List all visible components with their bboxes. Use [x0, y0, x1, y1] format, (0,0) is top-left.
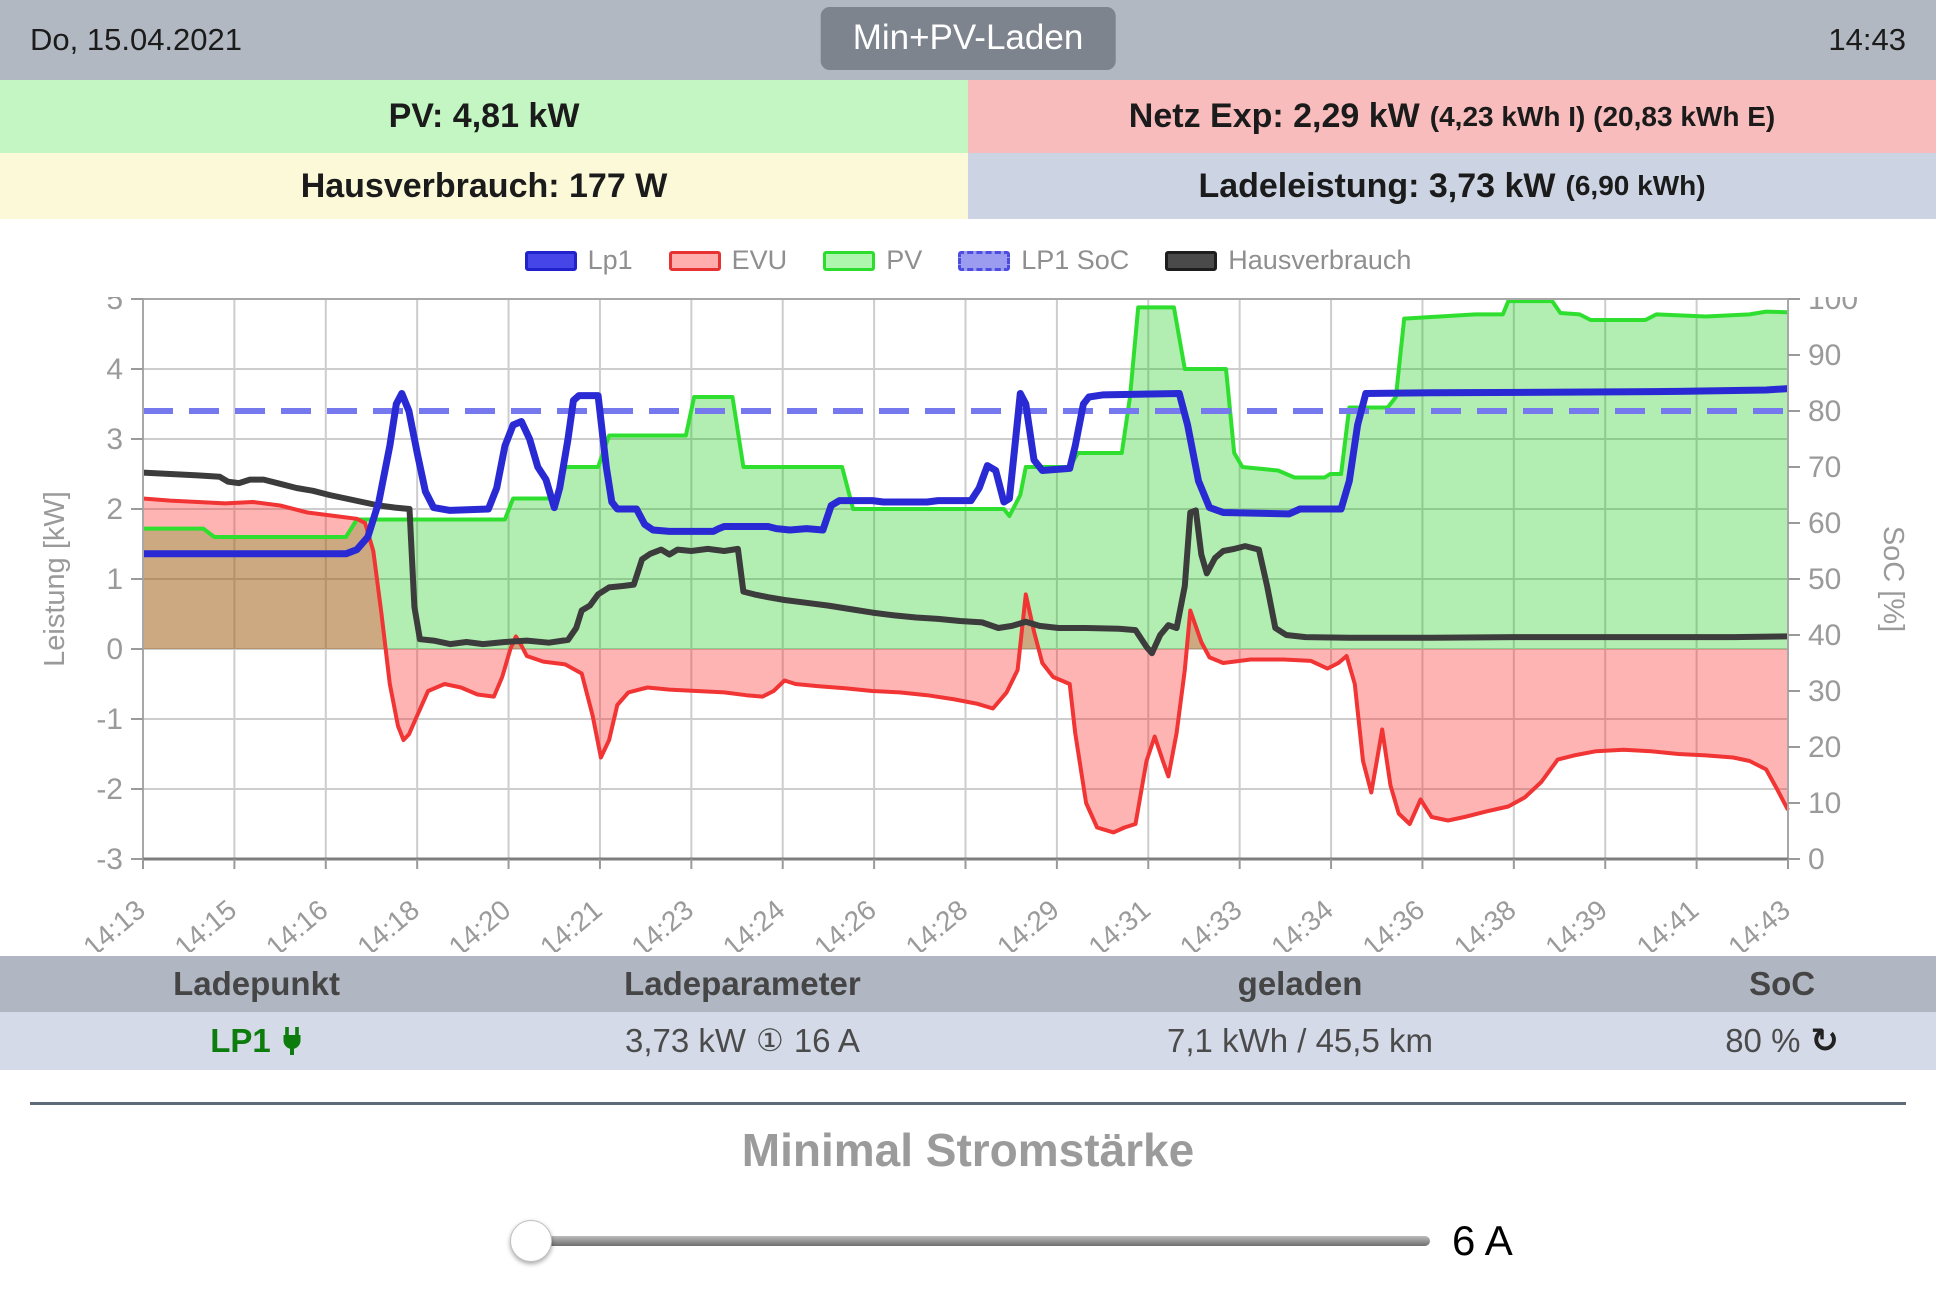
pv-status-text: PV: 4,81 kW [388, 97, 580, 135]
plug-icon [283, 1027, 301, 1055]
top-bar: Do, 15.04.2021 Min+PV-Laden 14:43 [0, 0, 1936, 80]
col-ladeparameter: Ladeparameter [624, 965, 861, 1002]
svg-text:14:23: 14:23 [626, 894, 700, 952]
grid-status-text: Netz Exp: 2,29 kW [1128, 97, 1420, 135]
soc-refresh-icon[interactable]: ↻ [1810, 1022, 1839, 1060]
svg-text:14:36: 14:36 [1357, 894, 1431, 952]
legend-item-hausverbrauch: Hausverbrauch [1165, 245, 1411, 276]
svg-text:14:43: 14:43 [1722, 894, 1796, 952]
svg-text:4: 4 [106, 353, 123, 386]
svg-text:1: 1 [106, 563, 123, 596]
svg-text:14:20: 14:20 [443, 894, 517, 952]
svg-text:60: 60 [1808, 507, 1841, 540]
svg-text:14:16: 14:16 [260, 894, 334, 952]
svg-text:14:38: 14:38 [1448, 894, 1522, 952]
grid-status: Netz Exp: 2,29 kW (4,23 kWh I) (20,83 kW… [968, 80, 1936, 153]
charge-current-value: 16 A [793, 1022, 860, 1059]
svg-text:30: 30 [1808, 675, 1841, 708]
pv-swatch-icon [823, 250, 876, 271]
min-current-title: Minimal Stromstärke [741, 1124, 1195, 1176]
lp1-soc-swatch-icon [958, 250, 1011, 271]
slider-handle[interactable] [510, 1220, 552, 1262]
charged-energy-cell: 7,1 kWh / 45,5 km [1167, 1022, 1433, 1059]
col-geladen: geladen [1237, 965, 1363, 1002]
clock-label: 14:43 [1828, 22, 1906, 57]
chargepoint-table-header: Ladepunkt Ladeparameter geladen SoC [0, 956, 1936, 1012]
svg-text:14:28: 14:28 [900, 894, 974, 952]
svg-text:-3: -3 [96, 843, 123, 876]
chargepoint-name-cell: LP1 [0, 1022, 513, 1060]
svg-text:10: 10 [1808, 787, 1841, 820]
svg-text:5: 5 [106, 297, 123, 316]
svg-text:40: 40 [1808, 619, 1841, 652]
svg-text:3: 3 [106, 423, 123, 456]
soc-value: 80 % [1725, 1022, 1801, 1059]
chargepoint-table: Ladepunkt Ladeparameter geladen SoC LP1 … [0, 956, 1936, 1070]
svg-text:14:39: 14:39 [1539, 894, 1613, 952]
svg-text:14:34: 14:34 [1265, 894, 1339, 952]
charge-parameter-cell: 3,73 kW ① 16 A [513, 1022, 972, 1060]
legend-item-lp1: Lp1 [524, 245, 633, 276]
chart-legend: Lp1 EVU PV LP1 SoC Hausverbrauch [0, 245, 1936, 276]
svg-text:100: 100 [1808, 297, 1858, 316]
svg-text:0: 0 [1808, 843, 1825, 876]
charge-status-text: Ladeleistung: 3,73 kW [1198, 166, 1556, 205]
svg-text:14:31: 14:31 [1083, 894, 1157, 952]
svg-text:2: 2 [106, 493, 123, 526]
charge-mode-button[interactable]: Min+PV-Laden [820, 7, 1116, 70]
date-label: Do, 15.04.2021 [30, 22, 243, 57]
charge-status-detail: (6,90 kWh) [1565, 170, 1706, 201]
soc-cell: 80 % ↻ [1628, 1021, 1936, 1061]
svg-text:14:13: 14:13 [77, 894, 151, 952]
svg-text:-2: -2 [96, 773, 123, 806]
house-status-text: Hausverbrauch: 177 W [300, 166, 668, 205]
legend-item-pv: PV [823, 245, 922, 276]
svg-text:14:21: 14:21 [534, 894, 608, 952]
evu-swatch-icon [668, 250, 721, 271]
lp1-swatch-icon [524, 250, 577, 271]
svg-text:14:26: 14:26 [808, 894, 882, 952]
phase-count-icon: ① [756, 1023, 784, 1058]
slider-track[interactable] [532, 1236, 1430, 1246]
svg-text:90: 90 [1808, 339, 1841, 372]
svg-text:14:41: 14:41 [1631, 894, 1705, 952]
col-soc: SoC [1749, 965, 1816, 1002]
svg-text:80: 80 [1808, 395, 1841, 428]
svg-text:14:18: 14:18 [351, 894, 425, 952]
house-consumption-status: Hausverbrauch: 177 W [0, 153, 968, 219]
col-ladepunkt: Ladepunkt [173, 965, 340, 1002]
svg-text:70: 70 [1808, 451, 1841, 484]
chargepoint-name: LP1 [210, 1022, 271, 1059]
svg-text:20: 20 [1808, 731, 1841, 764]
svg-text:-1: -1 [96, 703, 123, 736]
svg-text:14:15: 14:15 [169, 894, 243, 952]
svg-text:SoC [%]: SoC [%] [1877, 526, 1909, 632]
svg-text:0: 0 [106, 633, 123, 666]
legend-item-evu: EVU [668, 245, 787, 276]
svg-text:14:33: 14:33 [1174, 894, 1248, 952]
table-row: LP1 3,73 kW ① 16 A 7,1 kWh / 45,5 km 80 … [0, 1012, 1936, 1070]
svg-text:14:24: 14:24 [717, 894, 791, 952]
hausverbrauch-swatch-icon [1165, 250, 1218, 271]
pv-status: PV: 4,81 kW [0, 80, 968, 153]
min-current-value: 6 A [1452, 1217, 1513, 1264]
svg-text:14:29: 14:29 [991, 894, 1065, 952]
charge-power-status: Ladeleistung: 3,73 kW (6,90 kWh) [968, 153, 1936, 219]
min-current-slider: 6 A [0, 1211, 1936, 1271]
svg-text:Leistung [kW]: Leistung [kW] [39, 491, 71, 667]
grid-status-detail: (4,23 kWh I) (20,83 kWh E) [1429, 100, 1776, 132]
svg-text:50: 50 [1808, 563, 1841, 596]
section-divider [30, 1102, 1906, 1105]
status-grid: PV: 4,81 kW Netz Exp: 2,29 kW (4,23 kWh … [0, 80, 1936, 219]
charge-power-value: 3,73 kW [624, 1022, 747, 1059]
legend-item-lp1-soc: LP1 SoC [958, 245, 1129, 276]
